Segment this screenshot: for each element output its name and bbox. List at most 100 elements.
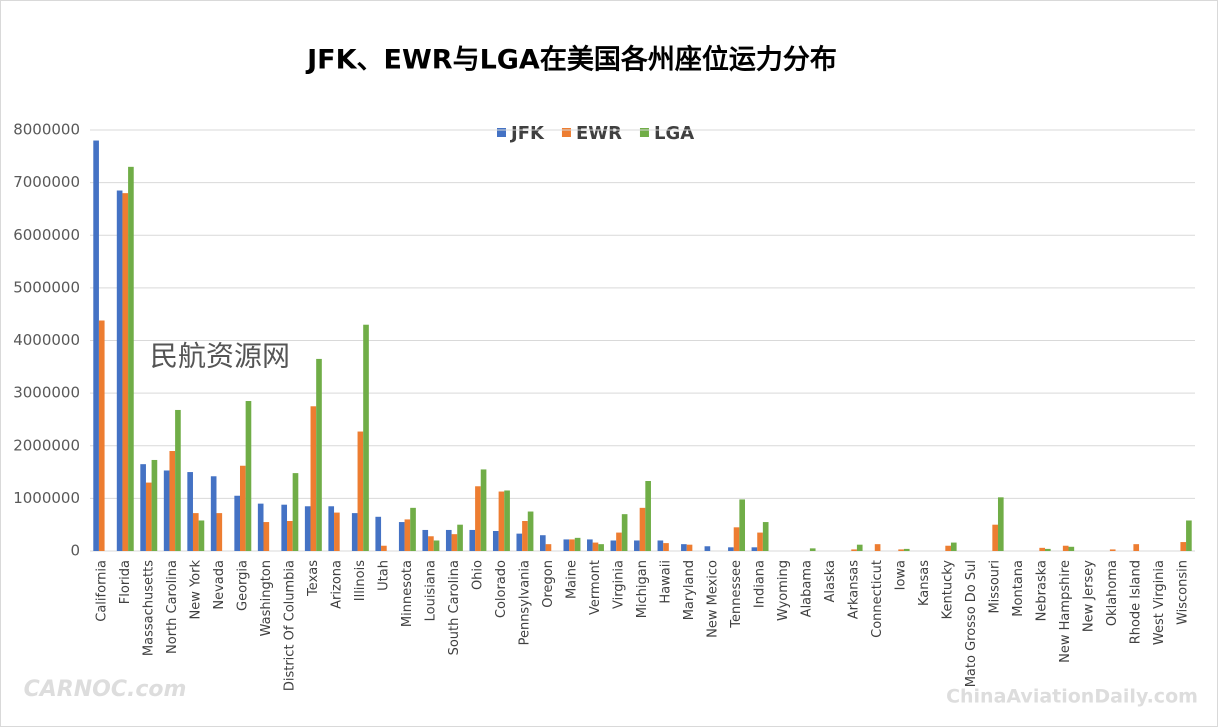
bar <box>428 536 434 551</box>
bar <box>681 544 687 551</box>
bar <box>480 469 487 551</box>
x-tick-label: Tennessee <box>729 560 744 629</box>
bar <box>469 529 476 551</box>
bar <box>539 535 546 551</box>
bar <box>527 511 534 551</box>
legend-swatch <box>561 128 571 137</box>
bar <box>686 544 693 551</box>
bar <box>563 539 570 551</box>
bar <box>281 504 288 551</box>
x-tick-label: North Carolina <box>165 560 180 654</box>
legend-swatch <box>497 128 506 137</box>
bar <box>175 409 181 551</box>
y-tick-label: 4000000 <box>13 331 80 349</box>
x-tick-label: Minnesota <box>400 560 415 627</box>
chart-title: JFK、EWR与LGA在美国各州座位运力分布 <box>305 44 837 76</box>
x-tick-label: Nebraska <box>1035 560 1050 621</box>
bar <box>728 547 734 551</box>
bar <box>663 543 669 551</box>
bar <box>1068 546 1075 551</box>
bar <box>140 464 146 551</box>
bar <box>950 542 957 551</box>
bar <box>504 490 510 551</box>
x-tick-label: Arizona <box>329 560 344 609</box>
bar <box>433 540 440 551</box>
x-tick-label: Arkansas <box>847 560 862 619</box>
bar <box>328 506 335 551</box>
bar <box>733 527 740 551</box>
bar <box>128 166 134 551</box>
bar <box>216 513 223 551</box>
bar <box>516 533 523 551</box>
bar <box>997 497 1004 551</box>
bar <box>357 431 364 551</box>
bar <box>410 507 416 551</box>
bar <box>1133 544 1140 551</box>
bar <box>304 506 311 551</box>
bar <box>1039 547 1046 551</box>
y-tick-label: 0 <box>70 542 80 560</box>
bar <box>457 524 463 551</box>
x-tick-label: Rhode Island <box>1129 560 1144 644</box>
x-tick-label: Georgia <box>235 560 250 611</box>
x-tick-label: Mato Grosso Do Sul <box>964 560 979 687</box>
x-tick-label: Wyoming <box>776 560 791 621</box>
x-tick-label: Connecticut <box>870 560 885 638</box>
bar <box>498 491 505 551</box>
bar <box>445 529 452 551</box>
x-tick-label: Pennsylvania <box>517 560 532 645</box>
bar <box>874 544 881 551</box>
bar <box>451 534 458 551</box>
x-tick-label: Virginia <box>611 560 626 609</box>
x-tick-label: Michigan <box>635 560 650 618</box>
bar <box>292 473 299 551</box>
bar <box>287 521 293 551</box>
bar <box>98 320 105 551</box>
watermark: CARNOC.com <box>24 677 187 702</box>
x-tick-label: Utah <box>376 560 391 591</box>
y-tick-label: 1000000 <box>13 489 80 507</box>
bar <box>1180 542 1187 551</box>
bar <box>992 524 998 551</box>
y-tick-label: 7000000 <box>13 173 80 191</box>
legend-label: EWR <box>576 123 622 144</box>
bar <box>492 531 499 551</box>
bar <box>634 540 640 551</box>
x-tick-label: South Carolina <box>447 560 462 655</box>
bar <box>739 499 746 551</box>
legend: JFK EWR LGA <box>497 123 694 144</box>
legend-label: LGA <box>654 123 694 144</box>
x-tick-label: New York <box>188 560 203 620</box>
bar <box>234 495 240 551</box>
x-tick-label: Indiana <box>753 560 768 608</box>
x-tick-label: Ohio <box>470 560 485 590</box>
bar <box>1109 549 1116 551</box>
bar <box>704 546 711 551</box>
y-tick-label: 6000000 <box>13 226 80 244</box>
x-tick-label: New Hampshire <box>1058 560 1073 663</box>
bar <box>903 548 910 551</box>
x-tick-label: Maine <box>564 560 579 599</box>
bar <box>639 507 646 551</box>
watermark: 民航资源网 <box>150 340 290 373</box>
bar <box>163 470 170 551</box>
x-tick-label: Massachusetts <box>141 560 156 656</box>
bar <box>598 544 604 551</box>
bar <box>398 522 405 551</box>
bar <box>1186 520 1192 551</box>
x-tick-label: Iowa <box>894 560 909 590</box>
x-tick-label: Texas <box>306 560 321 597</box>
y-tick-label: 5000000 <box>13 278 80 296</box>
bar <box>621 514 628 551</box>
bar <box>93 140 99 551</box>
y-tick-label: 8000000 <box>13 121 80 139</box>
y-tick-label: 3000000 <box>13 384 80 402</box>
bar <box>192 513 199 551</box>
bar <box>198 520 205 551</box>
bar <box>422 529 429 551</box>
x-tick-label: Montana <box>1011 560 1026 617</box>
bar <box>522 521 528 551</box>
x-tick-label: Washington <box>259 560 274 636</box>
